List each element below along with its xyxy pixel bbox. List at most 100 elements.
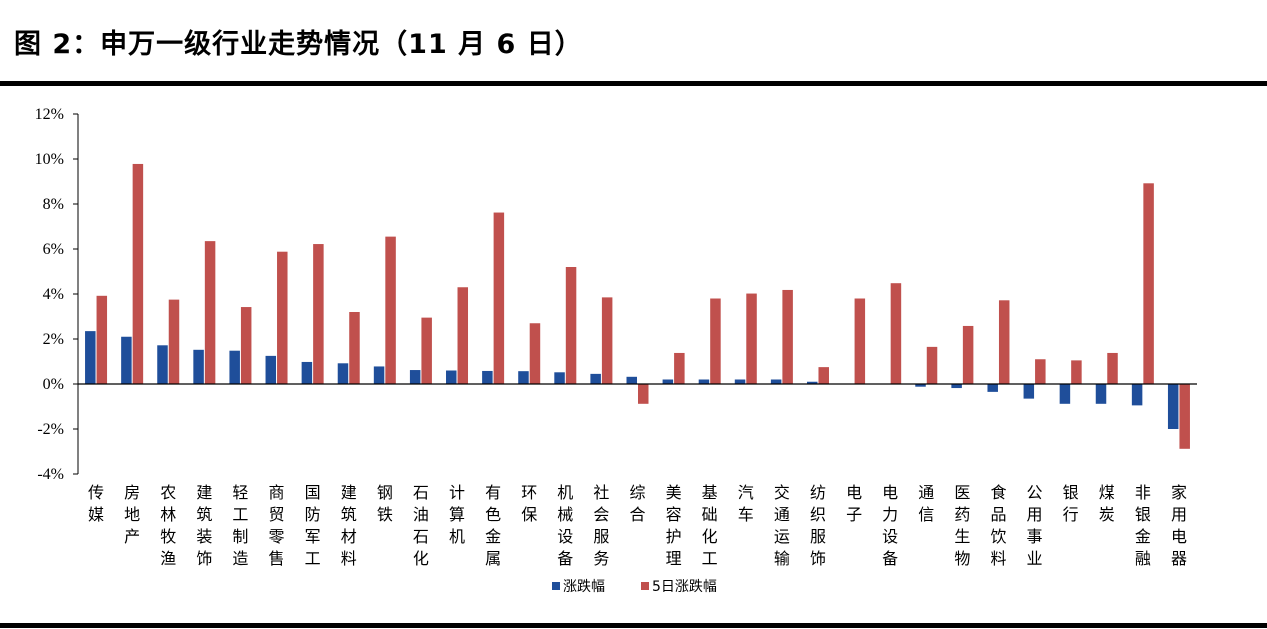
bar-daily <box>1059 384 1071 404</box>
category-label: 国防军工 <box>305 483 321 568</box>
figure-title: 图 2：申万一级行业走势情况（11 月 6 日） <box>14 29 583 60</box>
category-label: 商贸零售 <box>269 483 285 568</box>
bar-daily <box>85 331 96 384</box>
bar-5day <box>96 295 108 384</box>
category-label: 环保 <box>521 483 537 524</box>
bar-5day <box>818 367 829 384</box>
category-label: 农林牧渔 <box>160 483 176 568</box>
bottom-rule <box>0 623 1267 628</box>
category-label: 轻工制造 <box>232 483 248 568</box>
category-label: 纺织服饰 <box>810 483 826 568</box>
bar-daily <box>770 379 782 384</box>
bar-daily <box>987 384 998 392</box>
bar-5day <box>240 307 252 384</box>
bar-daily <box>734 379 746 384</box>
top-rule <box>0 81 1267 86</box>
y-tick-label: 4% <box>43 286 64 303</box>
category-label: 家用电器 <box>1171 483 1187 568</box>
category-label: 房地产 <box>124 483 140 546</box>
bar-daily <box>157 345 168 384</box>
bar-5day <box>1143 183 1154 384</box>
bar-5day <box>349 312 360 384</box>
bar-5day <box>493 212 505 384</box>
bar-5day <box>962 325 974 384</box>
bar-daily <box>229 350 240 384</box>
legend-label-5day: 5日涨跌幅 <box>652 579 717 595</box>
bar-daily <box>1131 384 1143 406</box>
bar-daily <box>806 381 818 384</box>
bar-daily <box>1023 384 1035 399</box>
y-tick-label: 2% <box>43 331 64 348</box>
bar-5day <box>998 300 1010 384</box>
category-label: 公用事业 <box>1027 483 1043 568</box>
bar-5day <box>782 289 793 384</box>
bar-chart: -4% -2% 0% 2% 4% 6% 8% 10% 12% 传媒 房地产 农林牧渔 建筑装饰 轻工制造 商… <box>35 106 1197 595</box>
bar-daily <box>337 363 349 384</box>
bar-daily <box>409 370 421 384</box>
category-label: 机械设备 <box>557 483 573 568</box>
legend-label-daily: 涨跌幅 <box>563 579 605 595</box>
category-label: 汽车 <box>738 483 754 524</box>
category-label: 医药生物 <box>954 483 970 568</box>
bar-5day <box>710 298 721 384</box>
bar-5day <box>601 297 613 384</box>
category-label: 电力设备 <box>882 483 898 568</box>
bar-daily <box>373 366 385 384</box>
bar-5day <box>421 317 432 384</box>
bar-daily <box>265 355 277 384</box>
bar-5day <box>385 236 396 384</box>
category-label: 电子 <box>846 483 862 524</box>
bar-5day <box>890 283 902 384</box>
bar-daily <box>915 384 926 387</box>
bar-5day <box>565 267 577 384</box>
category-label: 通信 <box>918 483 934 524</box>
bar-daily <box>446 370 457 384</box>
legend-swatch-5day <box>641 582 649 590</box>
category-label: 钢铁 <box>377 483 393 524</box>
bar-5day <box>638 384 649 404</box>
category-label: 传媒 <box>88 483 104 524</box>
category-label: 基础化工 <box>702 483 718 568</box>
bar-daily <box>301 361 313 384</box>
bar-5day <box>926 346 938 384</box>
y-tick-label: -4% <box>37 466 64 483</box>
y-tick-label: -2% <box>37 421 64 438</box>
bar-daily <box>590 373 601 384</box>
bar-5day <box>746 293 757 384</box>
category-label: 煤炭 <box>1099 483 1115 524</box>
y-tick-label: 10% <box>35 151 64 168</box>
bar-daily <box>554 372 565 384</box>
bar-daily <box>951 384 962 389</box>
bar-5day <box>1107 352 1118 384</box>
bar-daily <box>662 379 674 384</box>
bar-5day <box>132 163 144 384</box>
category-label: 建筑材料 <box>341 483 357 568</box>
bar-5day <box>854 298 866 384</box>
bar-5day <box>1035 359 1046 384</box>
category-label: 有色金属 <box>485 483 501 568</box>
bar-daily <box>626 376 637 384</box>
bar-daily <box>121 336 132 384</box>
y-tick-label: 6% <box>43 241 64 258</box>
bar-5day <box>529 323 541 384</box>
category-label: 交通运输 <box>774 483 790 568</box>
category-label: 银行 <box>1063 483 1079 524</box>
y-tick-label: 12% <box>35 106 64 123</box>
bar-daily <box>482 370 493 384</box>
bar-daily <box>698 379 710 384</box>
bar-daily <box>193 349 204 384</box>
bar-5day <box>674 352 685 384</box>
bar-5day <box>204 241 216 384</box>
bar-5day <box>457 287 469 384</box>
legend-swatch-daily <box>552 582 560 590</box>
bar-5day <box>1179 384 1190 449</box>
category-label: 非银金融 <box>1135 483 1151 568</box>
category-label: 综合 <box>629 483 645 524</box>
y-tick-label: 0% <box>43 376 64 393</box>
category-label: 美容护理 <box>666 483 682 568</box>
category-label: 社会服务 <box>593 483 609 568</box>
bar-daily <box>518 371 529 384</box>
category-label: 石油石化 <box>413 483 429 568</box>
y-tick-label: 8% <box>43 196 64 213</box>
bar-5day <box>1071 360 1082 384</box>
